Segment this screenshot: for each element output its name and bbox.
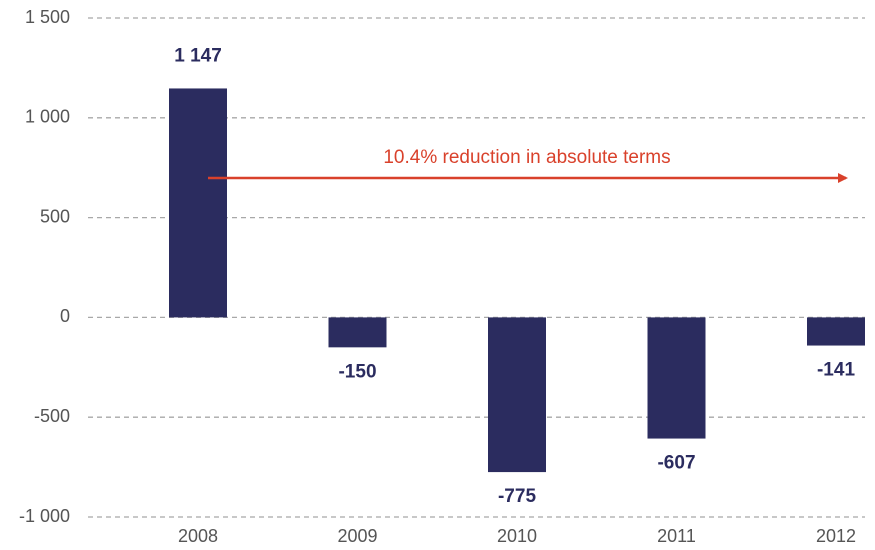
y-tick-label: -500: [34, 406, 70, 426]
x-tick-label: 2009: [337, 526, 377, 546]
bar: [647, 317, 706, 439]
x-tick-label: 2008: [178, 526, 218, 546]
value-label: -150: [338, 361, 376, 382]
value-label: 1 147: [174, 45, 222, 66]
bar: [488, 317, 546, 473]
y-tick-label: 1 000: [25, 107, 70, 127]
x-tick-label: 2012: [816, 526, 856, 546]
value-label: -775: [498, 486, 536, 507]
x-tick-label: 2011: [657, 526, 696, 546]
bar: [328, 317, 387, 348]
bars: [169, 88, 865, 473]
annotation: 10.4% reduction in absolute terms: [383, 147, 670, 168]
y-tick-label: 0: [60, 306, 70, 326]
bar: [807, 317, 865, 346]
y-tick-label: -1 000: [19, 506, 70, 526]
x-tick-label: 2010: [497, 526, 537, 546]
y-tick-label: 500: [40, 206, 70, 226]
value-label: -607: [657, 453, 695, 474]
value-label: -141: [817, 360, 855, 381]
y-tick-label: 1 500: [25, 7, 70, 27]
bar: [169, 88, 227, 318]
